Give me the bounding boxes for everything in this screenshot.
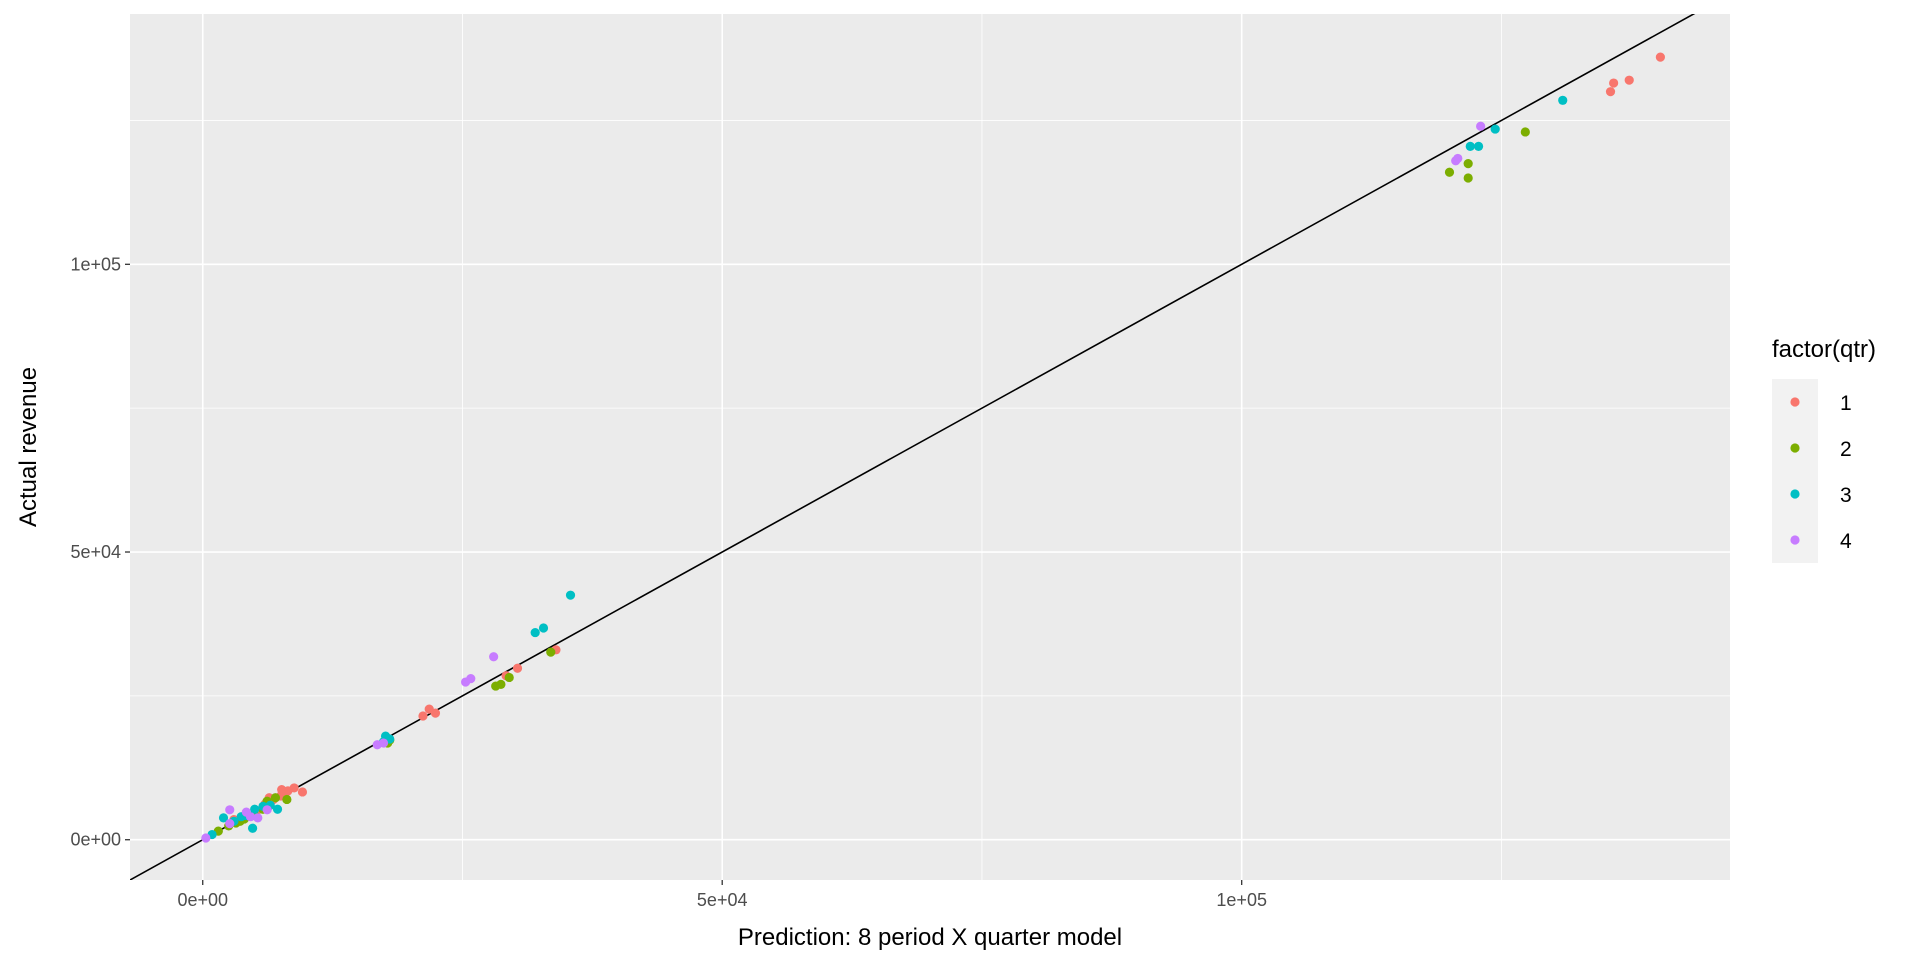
x-tick-label: 1e+05 <box>1216 890 1267 910</box>
data-points <box>201 52 1665 843</box>
data-point-qtr-1 <box>281 787 291 798</box>
legend-key-background <box>1772 379 1818 563</box>
data-point-qtr-1 <box>289 783 299 793</box>
data-point-qtr-4 <box>245 812 256 822</box>
identity-reference-line <box>130 14 1696 880</box>
data-point-qtr-3 <box>272 804 283 814</box>
data-point-qtr-2 <box>504 672 514 683</box>
data-point-qtr-3 <box>530 627 540 638</box>
data-point-qtr-2 <box>1463 159 1473 169</box>
data-point-qtr-1 <box>297 787 308 797</box>
legend-key-qtr-3 <box>1790 489 1800 499</box>
data-point-qtr-3 <box>1558 95 1568 105</box>
data-point-qtr-3 <box>538 623 549 633</box>
data-point-qtr-2 <box>546 647 556 657</box>
data-point-qtr-2 <box>282 794 292 805</box>
legend-label-qtr-3: 3 <box>1840 484 1852 507</box>
data-point-qtr-2 <box>270 793 281 803</box>
data-point-qtr-3 <box>1490 124 1500 134</box>
data-point-qtr-4 <box>466 674 476 684</box>
data-point-qtr-1 <box>1605 87 1616 97</box>
legend-key-qtr-2 <box>1790 443 1800 453</box>
data-point-qtr-4 <box>1476 121 1486 131</box>
data-point-qtr-4 <box>378 738 389 748</box>
plot-panel <box>130 14 1730 880</box>
x-tick-label: 0e+00 <box>177 890 228 910</box>
data-point-qtr-4 <box>225 805 235 815</box>
data-point-qtr-1 <box>430 708 441 718</box>
data-point-qtr-2 <box>1463 173 1473 183</box>
data-point-qtr-1 <box>418 711 428 721</box>
data-point-qtr-4 <box>489 652 499 662</box>
y-tick-label: 1e+05 <box>70 254 121 274</box>
data-point-qtr-3 <box>218 813 229 823</box>
y-tick-label: 0e+00 <box>70 830 121 850</box>
minor-gridlines <box>130 14 1730 880</box>
data-point-qtr-4 <box>253 813 263 823</box>
y-axis-title: Actual revenue <box>15 367 42 527</box>
data-point-qtr-1 <box>1609 78 1619 88</box>
y-tick-label: 5e+04 <box>70 542 121 562</box>
data-point-qtr-2 <box>496 679 506 689</box>
legend-title: factor(qtr) <box>1772 336 1876 363</box>
x-axis-title: Prediction: 8 period X quarter model <box>738 924 1122 951</box>
legend: factor(qtr) 1 2 3 4 <box>1772 336 1876 563</box>
legend-label-qtr-2: 2 <box>1840 438 1852 461</box>
data-point-qtr-2 <box>1520 127 1530 137</box>
x-axis-ticks: 0e+00 5e+04 1e+05 <box>177 880 1267 910</box>
major-gridlines <box>130 14 1730 880</box>
data-point-qtr-1 <box>1655 52 1665 62</box>
data-point-qtr-3 <box>1473 141 1484 151</box>
legend-key-qtr-4 <box>1790 535 1800 545</box>
data-point-qtr-1 <box>512 663 523 673</box>
x-tick-label: 5e+04 <box>697 890 748 910</box>
legend-key-qtr-1 <box>1790 397 1800 407</box>
data-point-qtr-3 <box>565 590 576 600</box>
data-point-qtr-4 <box>262 805 272 815</box>
legend-label-qtr-4: 4 <box>1840 530 1852 553</box>
data-point-qtr-4 <box>201 833 211 843</box>
y-axis-ticks: 0e+00 5e+04 1e+05 <box>70 254 130 850</box>
data-point-qtr-3 <box>247 823 258 833</box>
legend-label-qtr-1: 1 <box>1840 392 1852 415</box>
data-point-qtr-3 <box>1465 141 1475 151</box>
data-point-qtr-2 <box>1444 167 1455 177</box>
data-point-qtr-4 <box>1453 153 1463 164</box>
data-point-qtr-4 <box>225 819 235 829</box>
data-point-qtr-3 <box>250 804 260 814</box>
data-point-qtr-1 <box>1624 75 1634 85</box>
